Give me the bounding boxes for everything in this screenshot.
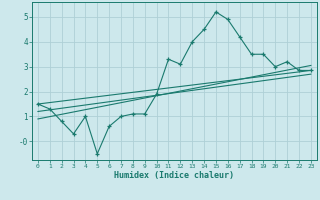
X-axis label: Humidex (Indice chaleur): Humidex (Indice chaleur) xyxy=(115,171,234,180)
